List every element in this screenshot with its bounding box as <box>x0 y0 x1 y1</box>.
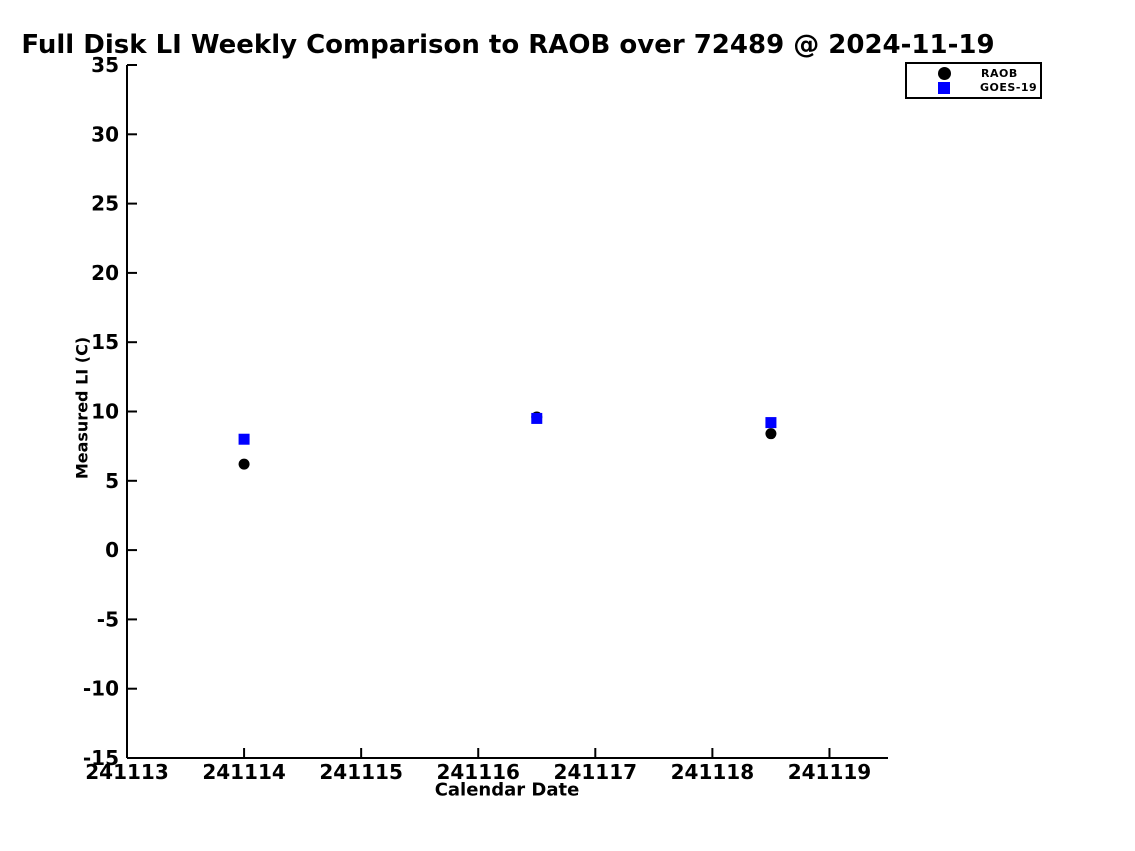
x-tick-label: 241115 <box>319 760 403 784</box>
x-tick-label: 241119 <box>788 760 872 784</box>
legend-label-goes19: GOES-19 <box>980 81 1038 95</box>
x-tick-label: 241113 <box>85 760 169 784</box>
legend-label-raob: RAOB <box>981 66 1018 80</box>
data-point-raob <box>238 458 250 470</box>
data-point-goes-19 <box>765 417 777 429</box>
y-tick-label: 30 <box>91 122 119 146</box>
y-tick-label: 20 <box>91 261 119 285</box>
x-tick-label: 241117 <box>554 760 638 784</box>
y-tick-label: -5 <box>97 607 119 631</box>
chart-title: Full Disk LI Weekly Comparison to RAOB o… <box>21 30 995 60</box>
x-axis-label: Calendar Date <box>434 779 580 801</box>
y-tick-label: 10 <box>91 400 119 424</box>
x-tick-label: 241118 <box>671 760 755 784</box>
y-tick-label: 25 <box>91 192 119 216</box>
legend: RAOB GOES-19 <box>905 62 1042 99</box>
legend-item-goes19: GOES-19 <box>907 81 1040 96</box>
x-tick-label: 241116 <box>436 760 520 784</box>
data-point-goes-19 <box>238 433 250 445</box>
y-tick-label: 15 <box>91 330 119 354</box>
y-tick-label: 0 <box>105 538 119 562</box>
y-tick-label: 5 <box>105 469 119 493</box>
goes19-square-marker-icon <box>938 81 950 94</box>
data-point-goes-19 <box>531 412 543 424</box>
legend-item-raob: RAOB <box>907 66 1040 81</box>
data-point-raob <box>765 428 777 440</box>
raob-circle-marker-icon <box>938 66 951 80</box>
x-tick-label: 241114 <box>202 760 286 784</box>
y-tick-label: 35 <box>91 53 119 77</box>
y-tick-label: -15 <box>83 746 119 770</box>
y-tick-label: -10 <box>83 677 119 701</box>
